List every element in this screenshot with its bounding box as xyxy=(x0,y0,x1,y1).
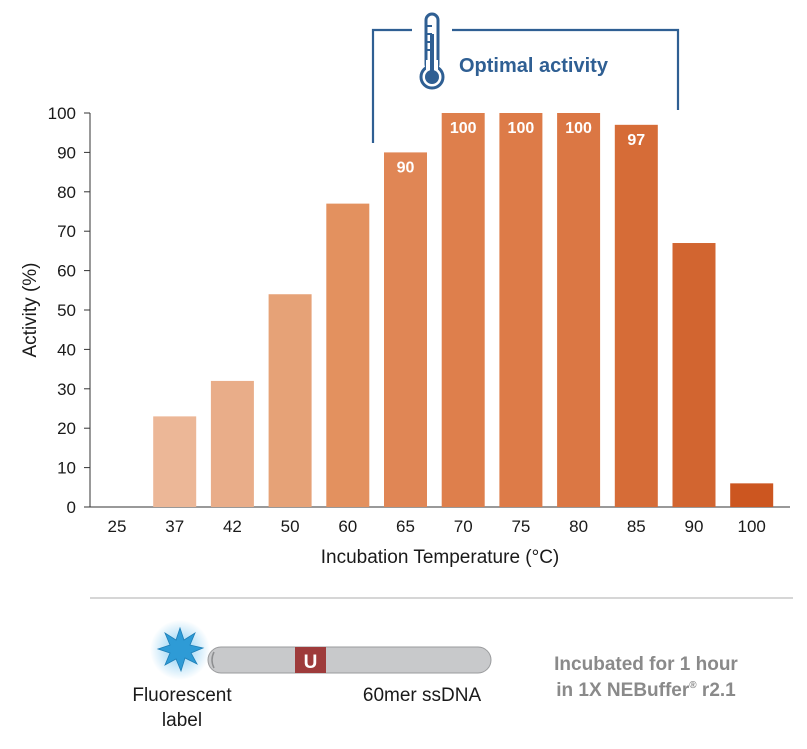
bar-100 xyxy=(730,483,774,507)
bar-value-label: 100 xyxy=(450,120,477,137)
uracil-marker xyxy=(295,647,326,673)
y-tick-label: 30 xyxy=(57,380,76,399)
y-tick-label: 0 xyxy=(67,498,76,517)
y-tick-label: 100 xyxy=(48,104,76,123)
bar-42 xyxy=(210,380,254,507)
incubation-note-line2: in 1X NEBuffer® r2.1 xyxy=(556,680,736,701)
bar-90 xyxy=(672,243,716,507)
optimal-activity-bracket xyxy=(371,28,680,143)
bar-70 xyxy=(441,113,485,507)
x-tick-label: 60 xyxy=(338,517,357,536)
y-tick-labels: 0 10 20 30 40 50 60 70 80 90 100 xyxy=(48,104,90,517)
x-tick-label: 70 xyxy=(454,517,473,536)
x-tick-label: 25 xyxy=(108,517,127,536)
x-tick-labels: 25 37 42 50 60 65 70 75 80 85 90 100 xyxy=(108,517,766,536)
substrate-diagram: U Fluorescent label 60mer ssDNA xyxy=(132,620,492,731)
y-tick-label: 60 xyxy=(57,262,76,281)
bar-65 xyxy=(384,152,427,507)
bars xyxy=(153,113,774,507)
y-axis-title: Activity (%) xyxy=(20,263,41,358)
y-tick-label: 10 xyxy=(57,459,76,478)
thermometer-icon xyxy=(419,12,445,90)
x-tick-label: 75 xyxy=(511,517,530,536)
fluorescent-label-line1: Fluorescent xyxy=(132,685,232,706)
bar-value-label: 100 xyxy=(565,120,592,137)
y-tick-label: 40 xyxy=(57,340,76,359)
x-tick-label: 90 xyxy=(685,517,704,536)
y-tick-label: 80 xyxy=(57,183,76,202)
uracil-letter: U xyxy=(304,652,318,673)
bar-value-labels: 90 100 100 100 97 xyxy=(397,120,646,176)
y-tick-label: 90 xyxy=(57,143,76,162)
incubation-note-line1: Incubated for 1 hour xyxy=(554,654,738,675)
x-tick-label: 42 xyxy=(223,517,242,536)
x-tick-label: 100 xyxy=(738,517,766,536)
x-tick-label: 37 xyxy=(165,517,184,536)
x-tick-label: 50 xyxy=(281,517,300,536)
bar-85 xyxy=(614,124,658,507)
fluorescent-burst-icon xyxy=(156,626,205,673)
bar-value-label: 100 xyxy=(508,120,535,137)
bar-60 xyxy=(326,203,370,507)
note-buffer-version: r2.1 xyxy=(697,680,737,701)
y-tick-label: 70 xyxy=(57,222,76,241)
x-tick-label: 65 xyxy=(396,517,415,536)
bar-80 xyxy=(557,113,601,507)
fluorescent-label-line2: label xyxy=(162,710,202,731)
x-tick-label: 80 xyxy=(569,517,588,536)
bar-50 xyxy=(268,294,312,507)
bar-75 xyxy=(499,113,543,507)
ssdna-strand xyxy=(207,646,492,674)
x-axis-title: Incubation Temperature (°C) xyxy=(321,547,560,568)
note-registered-mark: ® xyxy=(689,680,697,691)
x-tick-label: 85 xyxy=(627,517,646,536)
optimal-activity-label: Optimal activity xyxy=(459,55,609,77)
strand-label: 60mer ssDNA xyxy=(363,685,482,706)
y-tick-label: 50 xyxy=(57,301,76,320)
bar-value-label: 90 xyxy=(397,159,415,176)
strand-cap-highlight xyxy=(211,651,215,669)
bar-37 xyxy=(153,416,197,507)
y-tick-label: 20 xyxy=(57,419,76,438)
bar-value-label: 97 xyxy=(627,132,645,149)
note-buffer-name: in 1X NEBuffer xyxy=(556,680,690,701)
